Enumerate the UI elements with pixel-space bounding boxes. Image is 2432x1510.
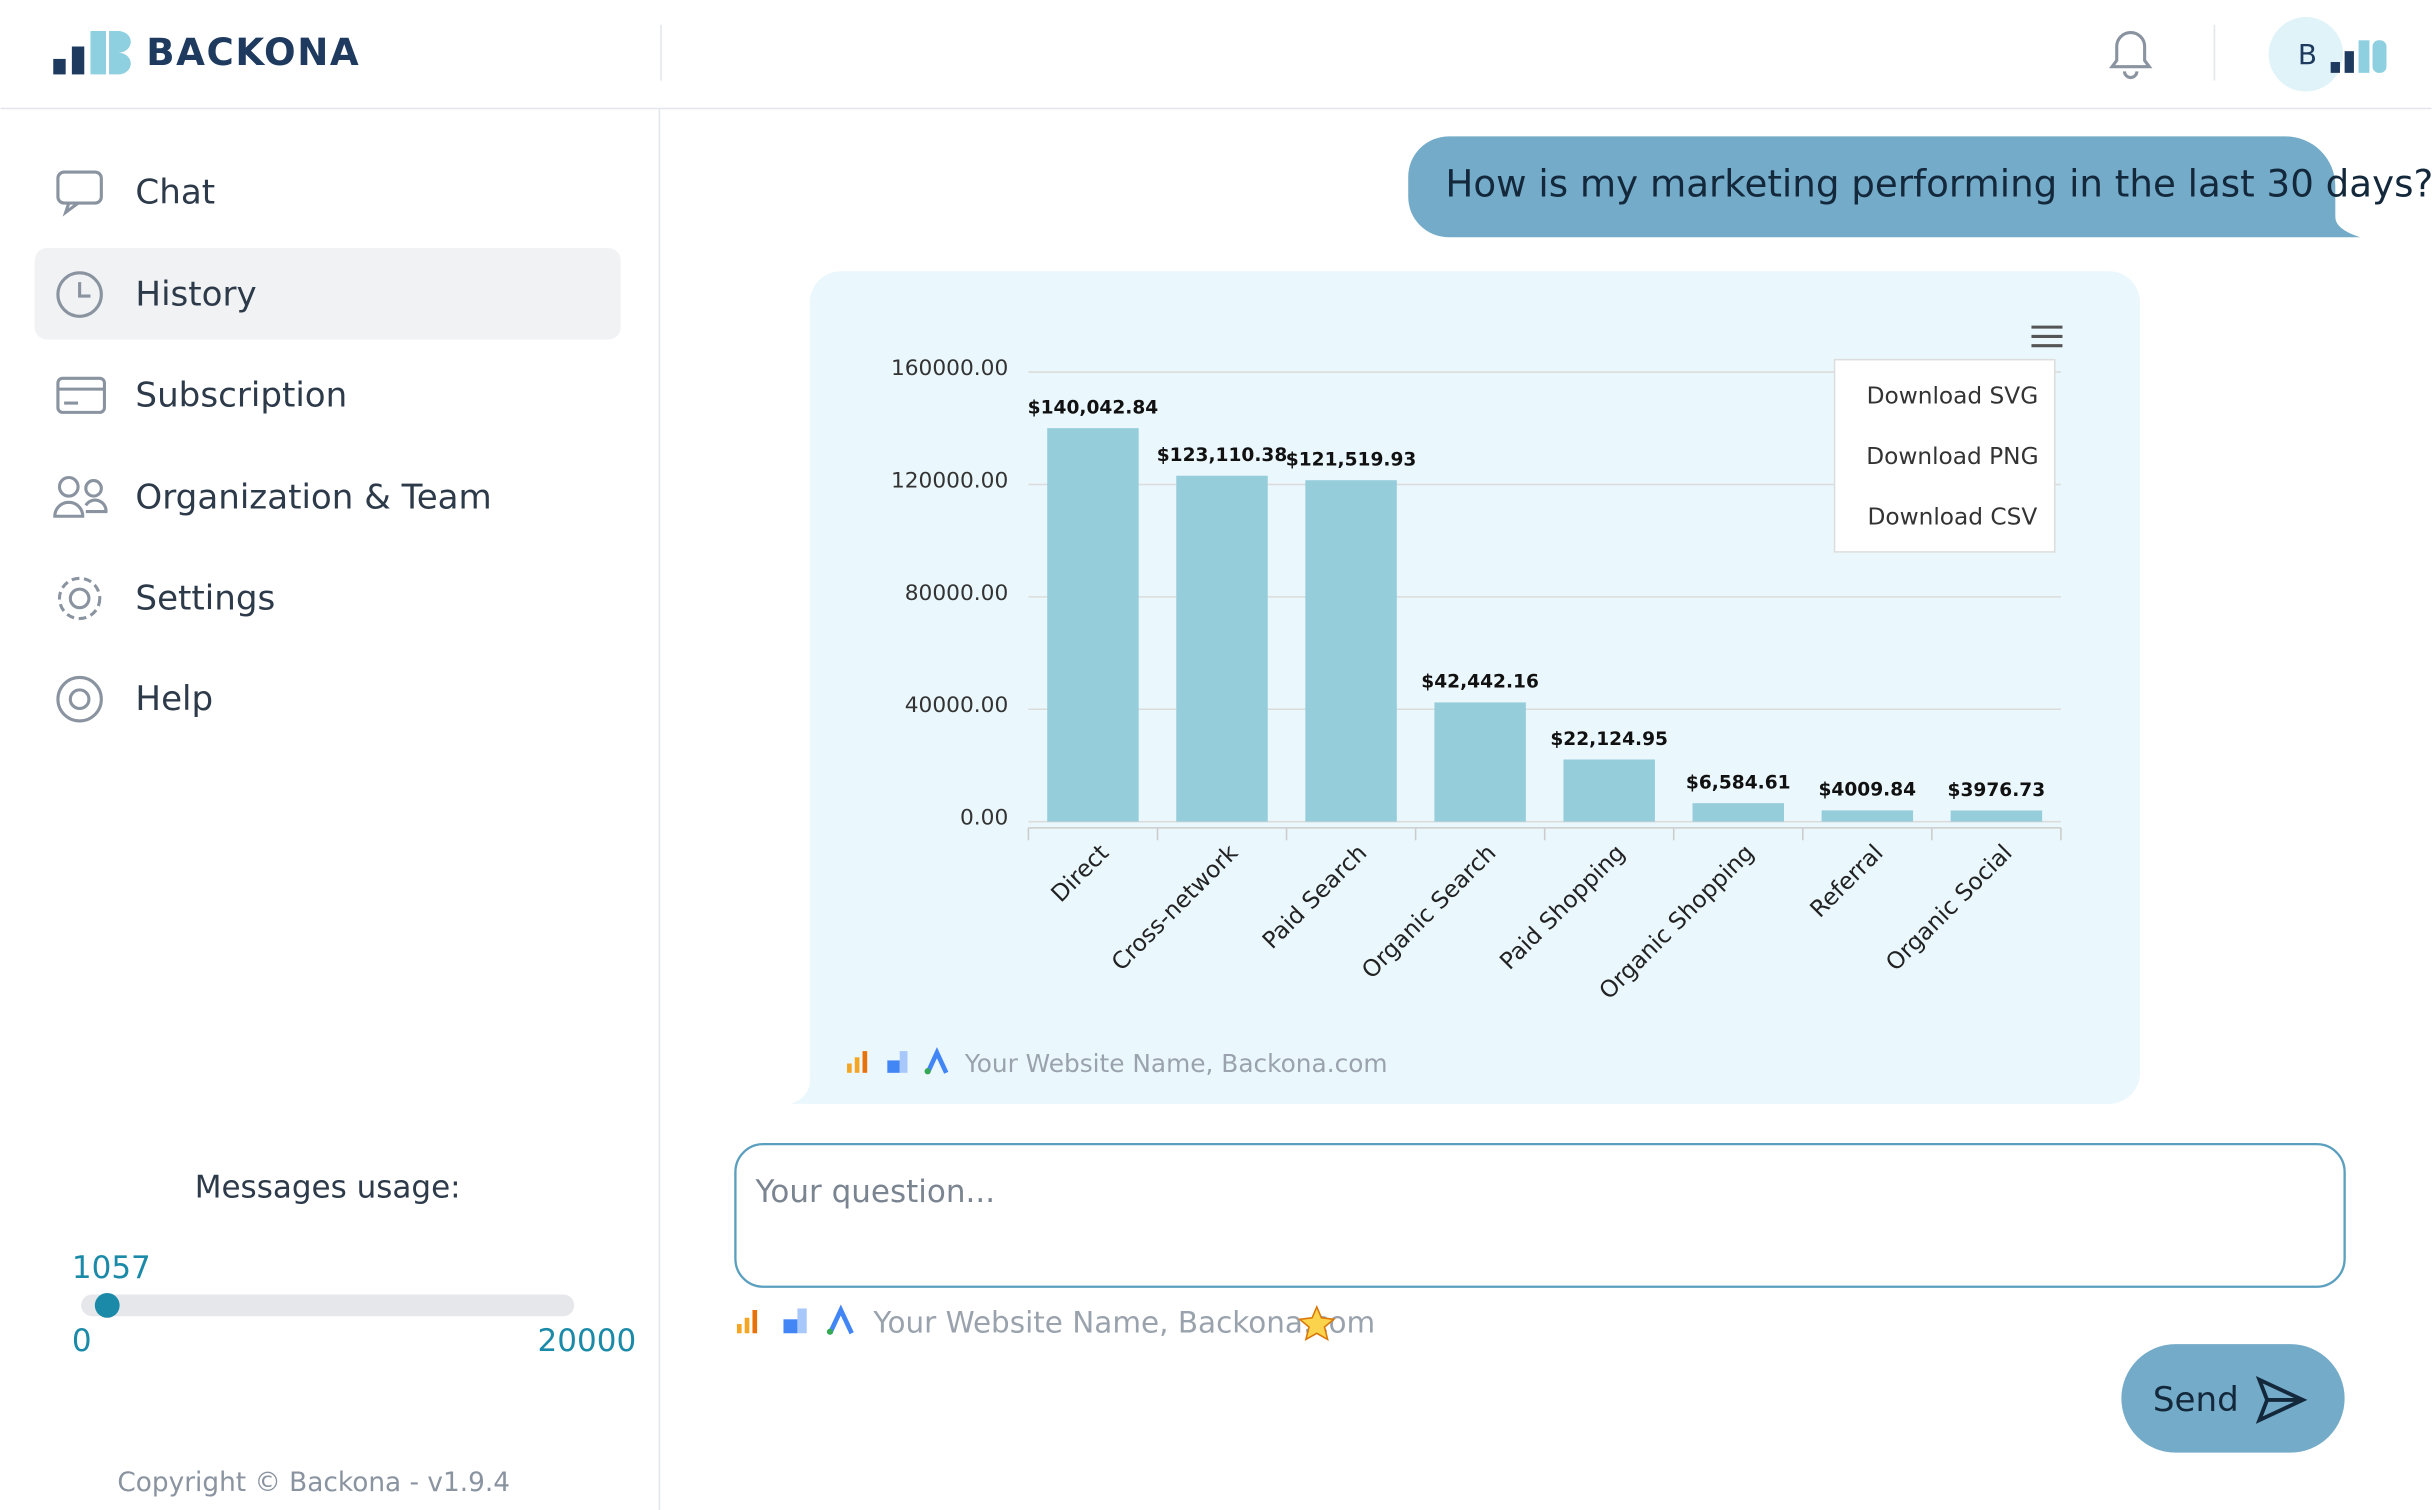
usage-min: 0 xyxy=(72,1323,92,1359)
data-label: $3976.73 xyxy=(1948,780,2046,801)
menu-option[interactable]: Download CSV xyxy=(1867,503,2037,530)
usage-title: Messages usage: xyxy=(195,1170,461,1206)
menu-item[interactable]: Subscription xyxy=(135,375,347,415)
send-button[interactable] xyxy=(2121,1344,2345,1453)
user-message: How is my marketing performing in the la… xyxy=(1445,162,2432,206)
y-tick-label: 40000.00 xyxy=(905,693,1008,718)
data-label: $22,124.95 xyxy=(1550,729,1668,750)
menu-icons xyxy=(53,170,108,723)
usage-value: 1057 xyxy=(72,1250,151,1286)
bar xyxy=(1305,480,1397,822)
chart-menu-button[interactable] xyxy=(2031,325,2063,348)
data-label: $123,110.38 xyxy=(1157,445,1288,466)
source-icons xyxy=(847,1047,949,1075)
menu-item[interactable]: History xyxy=(135,275,256,315)
bar xyxy=(1950,810,2043,822)
menu-option[interactable]: Download SVG xyxy=(1867,382,2039,409)
y-tick-label: 80000.00 xyxy=(905,581,1008,606)
bar xyxy=(1176,475,1268,822)
logo xyxy=(53,31,131,75)
data-label: $6,584.61 xyxy=(1686,773,1791,794)
data-label: $4009.84 xyxy=(1819,780,1917,801)
copyright: Copyright © Backona - v1.9.4 xyxy=(117,1468,510,1498)
active-item-bg xyxy=(34,248,621,340)
input-source: Your Website Name, Backona.com xyxy=(872,1305,1375,1339)
data-label: $121,519.93 xyxy=(1286,450,1417,471)
avatar-initial: B xyxy=(2298,38,2317,71)
data-label: $42,442.16 xyxy=(1421,672,1539,693)
logo-text[interactable]: BACKONA xyxy=(146,30,360,74)
question-input[interactable] xyxy=(734,1142,2346,1288)
chart-source: Your Website Name, Backona.com xyxy=(964,1049,1388,1078)
usage-track xyxy=(81,1294,575,1317)
data-label: $140,042.84 xyxy=(1028,397,1159,418)
menu-option[interactable]: Download PNG xyxy=(1866,443,2038,470)
usage-thumb xyxy=(94,1292,120,1318)
input-placeholder: Your question... xyxy=(755,1174,996,1210)
bar xyxy=(1692,803,1784,822)
notifications[interactable] xyxy=(2108,31,2153,80)
send-icon xyxy=(2255,1375,2308,1424)
avatar[interactable] xyxy=(2268,17,2344,92)
y-tick-label: 0.00 xyxy=(960,806,1008,831)
send-label: Send xyxy=(2153,1380,2239,1420)
user-bubble xyxy=(1408,136,2361,238)
y-tick-label: 120000.00 xyxy=(891,468,1008,493)
input-source-icons xyxy=(736,1304,854,1335)
bar xyxy=(1434,702,1526,822)
star-icon[interactable] xyxy=(1297,1304,1336,1342)
chart-menu xyxy=(1833,358,2056,553)
avatar-logo xyxy=(2330,40,2387,73)
bar xyxy=(1563,759,1655,822)
menu-item[interactable]: Chat xyxy=(135,172,215,212)
menu-item[interactable]: Settings xyxy=(135,578,275,618)
usage-max: 20000 xyxy=(538,1323,637,1359)
menu-item[interactable]: Organization & Team xyxy=(135,478,491,518)
y-tick-label: 160000.00 xyxy=(891,356,1008,381)
bar xyxy=(1047,428,1139,822)
menu-item[interactable]: Help xyxy=(135,679,213,719)
bar xyxy=(1821,810,1914,822)
